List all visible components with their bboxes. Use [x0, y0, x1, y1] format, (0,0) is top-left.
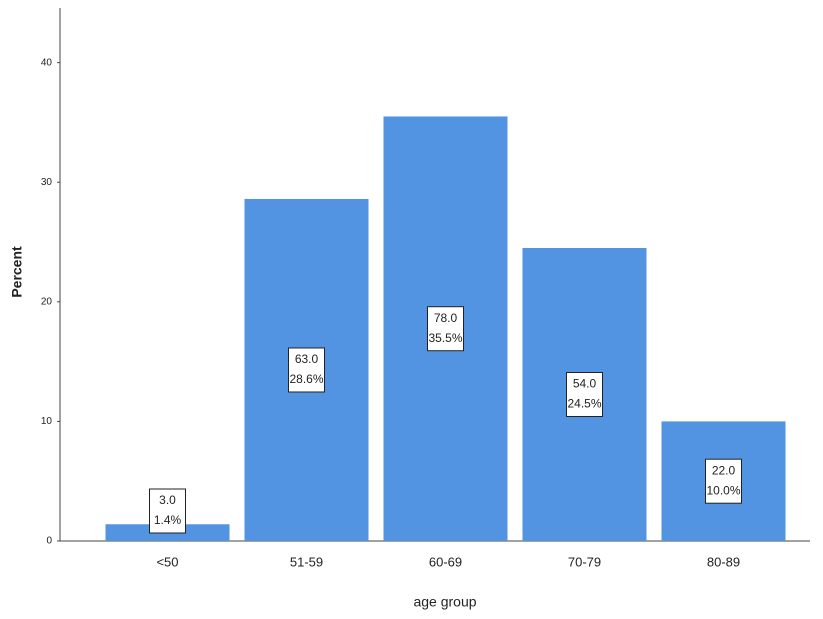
value-label: 35.5%: [428, 331, 462, 345]
x-tick-label: 70-79: [568, 554, 601, 569]
y-axis-label: Percent: [9, 246, 25, 298]
count-label: 54.0: [573, 377, 597, 391]
data-label-box: [149, 488, 186, 534]
x-tick-label: 51-59: [290, 554, 323, 569]
y-tick-label: 10: [41, 416, 53, 427]
value-label: 10.0%: [706, 483, 740, 497]
y-tick-label: 0: [46, 536, 52, 547]
count-label: 3.0: [159, 493, 176, 507]
x-tick-label: 60-69: [429, 554, 462, 569]
count-label: 78.0: [434, 311, 458, 325]
value-label: 24.5%: [567, 397, 601, 411]
y-tick-label: 20: [41, 296, 53, 307]
x-tick-label: <50: [156, 554, 178, 569]
data-label-box: [288, 347, 325, 393]
data-label-box: [566, 371, 603, 417]
x-axis-label: age group: [413, 594, 476, 610]
y-tick-label: 30: [41, 177, 53, 188]
y-tick-label: 40: [41, 57, 53, 68]
value-label: 28.6%: [289, 372, 323, 386]
count-label: 63.0: [295, 352, 319, 366]
count-label: 22.0: [712, 463, 736, 477]
data-label-box: [427, 306, 464, 352]
x-tick-label: 80-89: [707, 554, 740, 569]
value-label: 1.4%: [154, 513, 182, 527]
data-label-box: [705, 458, 742, 504]
